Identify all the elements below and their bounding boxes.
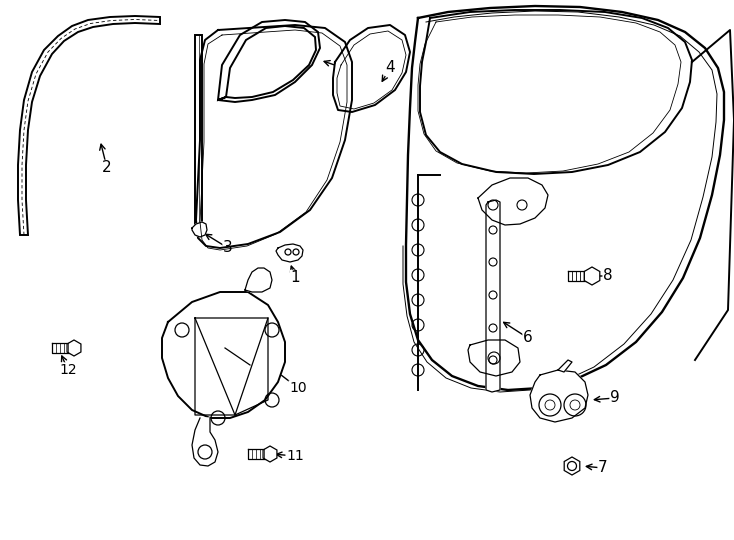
Polygon shape (248, 449, 270, 459)
Text: 5: 5 (350, 64, 360, 79)
Polygon shape (195, 35, 202, 230)
Text: 7: 7 (598, 461, 608, 476)
Text: 10: 10 (289, 381, 307, 395)
Polygon shape (276, 244, 303, 262)
Polygon shape (67, 340, 81, 356)
Text: 12: 12 (59, 363, 77, 377)
Polygon shape (333, 25, 410, 112)
Polygon shape (18, 16, 160, 235)
Polygon shape (584, 267, 600, 285)
Polygon shape (478, 178, 548, 225)
Polygon shape (192, 418, 218, 466)
Polygon shape (468, 340, 520, 376)
Text: 1: 1 (290, 271, 299, 286)
Text: 2: 2 (102, 160, 112, 176)
Polygon shape (420, 10, 692, 174)
Polygon shape (568, 271, 592, 281)
Polygon shape (218, 20, 320, 102)
Text: 8: 8 (603, 268, 613, 284)
Text: 11: 11 (286, 449, 304, 463)
Text: 4: 4 (385, 60, 395, 76)
Text: 3: 3 (223, 240, 233, 255)
Polygon shape (263, 446, 277, 462)
Polygon shape (406, 6, 724, 390)
Polygon shape (530, 370, 588, 422)
Polygon shape (192, 222, 207, 237)
Polygon shape (162, 292, 285, 418)
Polygon shape (196, 25, 352, 248)
Polygon shape (245, 268, 272, 292)
Polygon shape (564, 457, 580, 475)
Polygon shape (558, 360, 572, 372)
Text: 9: 9 (610, 390, 620, 406)
Text: 6: 6 (523, 330, 533, 346)
Polygon shape (52, 343, 74, 353)
Polygon shape (486, 200, 500, 392)
